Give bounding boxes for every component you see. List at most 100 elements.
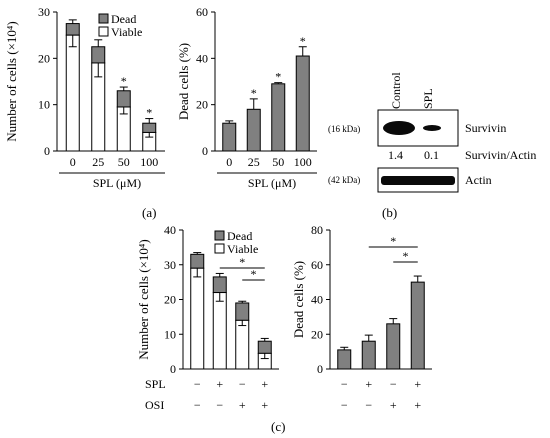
y-tick-label: 40 [311, 293, 323, 307]
treatment-mark-spl: − [239, 377, 246, 391]
band-actin [381, 176, 455, 185]
significance-star: * [403, 249, 409, 263]
band-survivin-control [383, 121, 415, 135]
legend-label-viable: Viable [227, 242, 258, 256]
significance-star: * [275, 70, 281, 84]
significance-star: * [239, 255, 245, 269]
treatment-mark-spl: + [216, 377, 223, 391]
y-tick-label: 20 [196, 98, 208, 112]
bar [386, 323, 401, 370]
panel-label-b: (b) [382, 205, 397, 220]
treatment-mark-spl: − [390, 377, 397, 391]
treatment-mark-spl: + [261, 377, 268, 391]
y-tick-label: 20 [38, 51, 50, 65]
legend-label-dead: Dead [111, 12, 136, 26]
bar-dead [65, 23, 80, 36]
y-tick-label: 0 [202, 144, 208, 158]
protein-actin: Actin [465, 173, 492, 187]
row-label-spl: SPL [145, 377, 166, 391]
significance-star: * [300, 34, 306, 48]
significance-star: * [251, 267, 257, 281]
treatment-mark-osi: + [414, 398, 421, 412]
bar-viable [190, 267, 205, 370]
treatment-mark-osi: + [261, 398, 268, 412]
bar-dead [190, 253, 205, 269]
treatment-mark-osi: − [216, 398, 223, 412]
x-tick-label: 100 [140, 155, 158, 169]
treatment-mark-osi: − [194, 398, 201, 412]
y-tick-label: 0 [317, 362, 323, 376]
significance-star: * [390, 234, 396, 248]
ratio-spl: 0.1 [424, 148, 439, 162]
bar-viable [65, 34, 80, 152]
treatment-mark-spl: − [194, 377, 201, 391]
panel-label-c: (c) [271, 419, 285, 434]
significance-star: * [121, 74, 127, 88]
treatment-mark-osi: + [390, 398, 397, 412]
x-tick-label: 100 [294, 155, 312, 169]
protein-survivin: Survivin [465, 121, 506, 135]
lane-label-control: Control [389, 72, 403, 109]
y-axis-label: Dead cells (%) [291, 261, 306, 338]
y-tick-label: 10 [38, 98, 50, 112]
y-axis-label: Number of cells (×10⁴) [4, 21, 19, 142]
treatment-mark-osi: − [365, 398, 372, 412]
y-tick-label: 30 [38, 5, 50, 19]
bar-dead [91, 46, 106, 64]
bar-dead [257, 340, 272, 354]
legend-label-dead: Dead [227, 229, 252, 243]
chart-c-dead-percent: 0 20 40 60 80 Dead cells (%) − + − + − − + + * * [291, 223, 432, 412]
bar [246, 108, 261, 152]
treatment-mark-spl: + [365, 377, 372, 391]
legend-swatch-dead [214, 230, 225, 241]
bar-viable [235, 319, 250, 370]
bar [295, 55, 310, 152]
bar-viable [212, 292, 227, 370]
bar-dead [235, 302, 250, 321]
panel-label-a: (a) [142, 205, 156, 220]
treatment-mark-osi: − [341, 398, 348, 412]
kda-survivin: (16 kDa) [328, 124, 360, 134]
y-tick-label: 40 [164, 223, 176, 237]
chart-a-cell-number: 0 10 20 30 Number of cells (×10⁴) * * 0 25 50 100 S… [4, 5, 165, 190]
legend-label-viable: Viable [111, 25, 142, 39]
significance-star: * [251, 86, 257, 100]
x-tick-label: 50 [272, 155, 284, 169]
y-tick-label: 0 [44, 144, 50, 158]
y-tick-label: 80 [311, 223, 323, 237]
y-tick-label: 40 [196, 51, 208, 65]
bar-dead [212, 276, 227, 294]
x-tick-label: 50 [118, 155, 130, 169]
treatment-mark-osi: + [239, 398, 246, 412]
kda-actin: (42 kDa) [328, 175, 360, 185]
y-tick-label: 10 [164, 327, 176, 341]
row-label-osi: OSI [145, 398, 164, 412]
x-tick-label: 0 [70, 155, 76, 169]
x-tick-label: 25 [92, 155, 104, 169]
x-axis-label: SPL (μM) [93, 176, 141, 190]
x-tick-label: 25 [248, 155, 260, 169]
treatment-mark-spl: + [414, 377, 421, 391]
chart-c-cell-number: 0 10 20 30 40 Number of cells (×10⁴) − + − + SPL − −… [136, 223, 279, 412]
bar [271, 83, 286, 152]
ratio-label: Survivin/Actin [465, 148, 536, 162]
bar [222, 122, 237, 152]
x-tick-label: 0 [226, 155, 232, 169]
y-tick-label: 60 [196, 5, 208, 19]
chart-a-dead-percent: 0 20 40 60 Dead cells (%) * * * 0 25 50 100 SPL (μM) [176, 5, 317, 190]
blot-box-survivin [377, 109, 459, 147]
y-tick-label: 60 [311, 258, 323, 272]
treatment-mark-spl: − [341, 377, 348, 391]
legend-swatch-viable [98, 26, 109, 37]
western-blot: Control SPL (16 kDa) Survivin 1.4 0.1 Su… [328, 72, 536, 193]
bar [410, 281, 425, 370]
bar [361, 340, 376, 370]
y-axis-label: Number of cells (×10⁴) [136, 239, 151, 360]
legend-swatch-dead [98, 13, 109, 24]
lane-label-spl: SPL [421, 88, 435, 109]
ratio-control: 1.4 [388, 148, 403, 162]
bar-dead [116, 90, 131, 108]
significance-star: * [146, 106, 152, 120]
bar-dead [142, 122, 157, 133]
